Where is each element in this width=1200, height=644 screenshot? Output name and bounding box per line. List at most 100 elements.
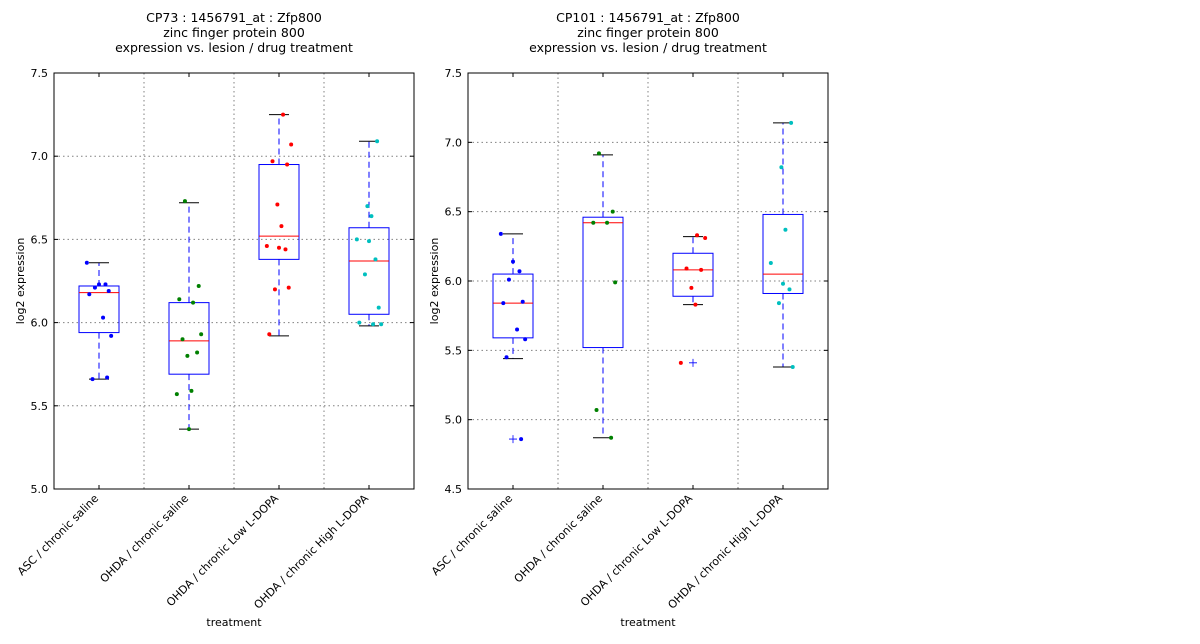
chart-title: expression vs. lesion / drug treatment <box>115 40 353 55</box>
data-point <box>591 220 596 225</box>
data-point <box>196 283 201 288</box>
data-point <box>275 202 280 207</box>
data-point <box>362 272 367 277</box>
data-point <box>270 159 275 164</box>
box-iqr <box>168 302 210 375</box>
data-point <box>177 297 182 302</box>
data-point <box>781 281 785 286</box>
box-2 <box>582 151 624 440</box>
data-point <box>511 259 515 264</box>
y-axis-label: log2 expression <box>14 238 27 325</box>
box-iqr <box>492 273 534 339</box>
box-iqr <box>762 213 804 294</box>
data-point <box>279 224 284 229</box>
y-tick-label: 7.0 <box>31 150 49 163</box>
data-point <box>703 236 708 241</box>
data-point <box>354 237 359 242</box>
data-point <box>357 320 362 325</box>
data-point <box>501 301 506 306</box>
data-point <box>506 277 511 282</box>
y-tick-label: 6.5 <box>445 206 463 219</box>
y-tick-label: 7.0 <box>445 136 463 149</box>
y-tick-label: 5.0 <box>445 414 463 427</box>
data-point <box>371 322 376 327</box>
data-point <box>191 300 196 305</box>
data-point <box>596 151 601 156</box>
y-tick-label: 5.5 <box>31 400 49 413</box>
plot-frame <box>53 72 415 490</box>
y-tick-label: 7.5 <box>31 67 49 80</box>
x-tick-label: OHDA / chronic saline <box>512 492 606 586</box>
box-3 <box>672 233 714 367</box>
data-point <box>283 247 288 252</box>
data-point <box>695 233 700 238</box>
data-point <box>187 427 191 432</box>
data-point <box>515 327 520 332</box>
y-tick-label: 6.0 <box>445 275 463 288</box>
box-iqr <box>672 252 714 297</box>
data-point <box>790 364 795 369</box>
box-4 <box>762 120 804 369</box>
flier-marker <box>689 358 697 367</box>
data-point <box>768 260 773 265</box>
chart-title: CP73 : 1456791_at : Zfp800 <box>146 10 322 25</box>
data-point <box>87 292 92 297</box>
data-point <box>101 315 106 320</box>
data-point <box>689 285 694 290</box>
y-tick-label: 5.0 <box>31 483 49 496</box>
data-point <box>289 142 294 147</box>
data-point <box>519 437 524 442</box>
data-point <box>375 139 380 144</box>
data-point <box>779 165 784 170</box>
box-4 <box>348 139 390 327</box>
data-point <box>520 299 525 304</box>
data-point <box>195 350 200 355</box>
chart-title: zinc finger protein 800 <box>577 25 719 40</box>
data-point <box>281 112 286 117</box>
data-point <box>517 269 522 274</box>
data-point <box>286 285 291 290</box>
data-point <box>106 288 111 293</box>
data-point <box>174 392 179 397</box>
data-point <box>189 388 194 393</box>
data-point <box>379 322 384 327</box>
data-point <box>92 285 97 290</box>
data-point <box>789 120 794 125</box>
data-point <box>684 266 689 271</box>
data-point <box>97 282 101 287</box>
y-tick-label: 4.5 <box>445 483 463 496</box>
data-point <box>103 282 108 287</box>
box-3 <box>258 112 300 337</box>
data-point <box>105 375 110 380</box>
y-tick-label: 7.5 <box>445 67 463 80</box>
data-point <box>267 332 272 337</box>
data-point <box>787 287 792 292</box>
data-point <box>609 435 614 440</box>
data-point <box>699 267 704 272</box>
data-point <box>109 333 114 338</box>
data-point <box>610 209 615 214</box>
x-tick-label: ASC / chronic saline <box>15 492 101 578</box>
box-iqr <box>582 216 624 349</box>
chart-title: expression vs. lesion / drug treatment <box>529 40 767 55</box>
data-point <box>373 257 378 262</box>
x-tick-label: OHDA / chronic saline <box>98 492 192 586</box>
y-tick-label: 5.5 <box>445 344 463 357</box>
y-axis-label: log2 expression <box>428 238 441 325</box>
data-point <box>594 407 599 412</box>
chart-title: CP101 : 1456791_at : Zfp800 <box>556 10 740 25</box>
data-point <box>285 162 290 167</box>
x-axis-label: treatment <box>620 616 676 629</box>
data-point <box>182 199 187 204</box>
data-point <box>776 301 781 306</box>
data-point <box>605 220 610 225</box>
data-point <box>504 355 509 360</box>
data-point <box>84 260 89 265</box>
x-tick-label: ASC / chronic saline <box>429 492 515 578</box>
data-point <box>199 332 204 337</box>
data-point <box>367 239 371 244</box>
x-axis-label: treatment <box>206 616 262 629</box>
y-tick-label: 6.0 <box>31 317 49 330</box>
